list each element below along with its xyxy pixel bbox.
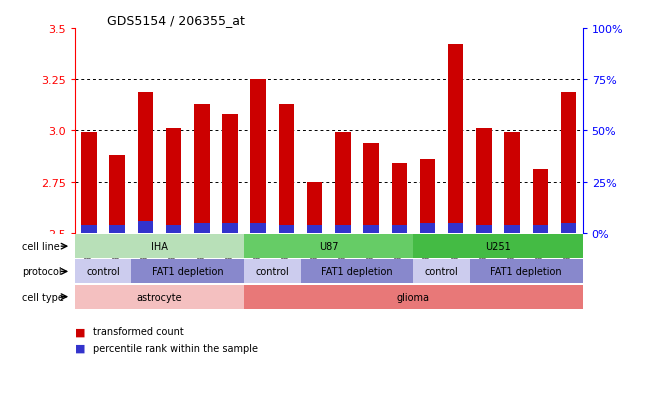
- Bar: [448, 223, 464, 233]
- Text: cell type: cell type: [22, 292, 64, 302]
- Bar: [505, 225, 520, 233]
- Bar: [222, 115, 238, 233]
- Text: ■: ■: [75, 343, 85, 353]
- Text: protocol: protocol: [22, 267, 62, 277]
- Text: U251: U251: [485, 242, 511, 252]
- Text: IHA: IHA: [151, 242, 168, 252]
- Bar: [448, 45, 464, 233]
- Text: control: control: [86, 267, 120, 277]
- Bar: [561, 92, 576, 233]
- Text: U87: U87: [319, 242, 339, 252]
- Bar: [109, 156, 125, 233]
- Bar: [109, 225, 125, 233]
- Text: control: control: [424, 267, 458, 277]
- Bar: [533, 225, 548, 233]
- Bar: [251, 80, 266, 233]
- Bar: [335, 133, 351, 233]
- Bar: [420, 160, 436, 233]
- Bar: [81, 133, 97, 233]
- Bar: [166, 225, 182, 233]
- Text: ■: ■: [75, 327, 85, 337]
- Bar: [194, 104, 210, 233]
- Bar: [533, 170, 548, 233]
- Text: percentile rank within the sample: percentile rank within the sample: [93, 343, 258, 353]
- Bar: [307, 182, 322, 233]
- Bar: [81, 225, 97, 233]
- Bar: [335, 225, 351, 233]
- Text: astrocyte: astrocyte: [137, 292, 182, 302]
- Bar: [363, 143, 379, 233]
- Bar: [363, 225, 379, 233]
- Bar: [561, 223, 576, 233]
- Text: cell line: cell line: [22, 242, 60, 252]
- Bar: [222, 223, 238, 233]
- Text: transformed count: transformed count: [93, 327, 184, 337]
- Bar: [137, 221, 153, 233]
- Text: control: control: [255, 267, 289, 277]
- Text: FAT1 depletion: FAT1 depletion: [321, 267, 393, 277]
- Text: FAT1 depletion: FAT1 depletion: [152, 267, 223, 277]
- Bar: [391, 164, 407, 233]
- Bar: [420, 223, 436, 233]
- Bar: [251, 223, 266, 233]
- Text: glioma: glioma: [397, 292, 430, 302]
- Bar: [137, 92, 153, 233]
- Text: FAT1 depletion: FAT1 depletion: [490, 267, 562, 277]
- Bar: [307, 225, 322, 233]
- Bar: [391, 225, 407, 233]
- Text: GDS5154 / 206355_at: GDS5154 / 206355_at: [107, 14, 245, 27]
- Bar: [476, 225, 492, 233]
- Bar: [194, 223, 210, 233]
- Bar: [166, 129, 182, 233]
- Bar: [505, 133, 520, 233]
- Bar: [279, 225, 294, 233]
- Bar: [279, 104, 294, 233]
- Bar: [476, 129, 492, 233]
